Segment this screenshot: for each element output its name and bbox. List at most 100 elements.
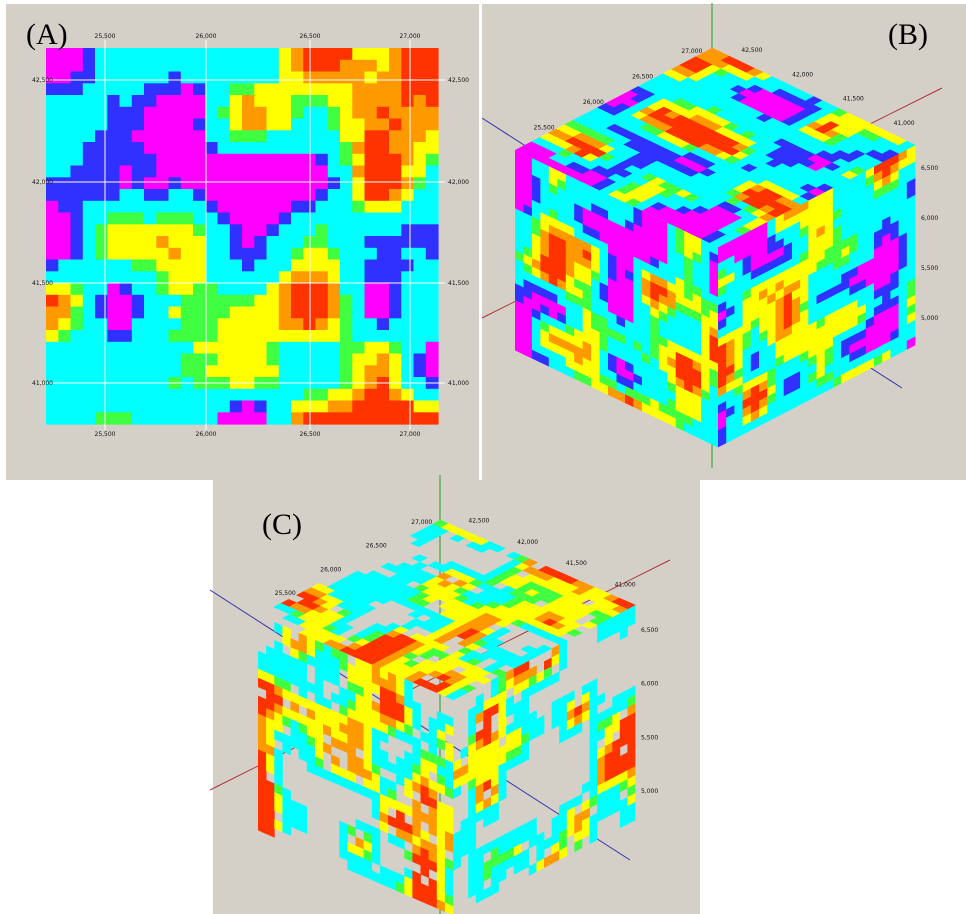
model-cell (291, 248, 304, 260)
model-cell (95, 330, 108, 342)
model-cell (83, 401, 96, 413)
model-cell (279, 401, 292, 413)
model-cell (46, 224, 59, 236)
model-cell (267, 236, 280, 248)
model-cell (120, 271, 133, 283)
model-cell (426, 48, 439, 60)
model-cell (107, 189, 120, 201)
model-cell (426, 166, 439, 178)
model-cell (46, 83, 59, 95)
model-cell (352, 389, 365, 401)
model-cell (107, 295, 120, 307)
model-cell (181, 224, 194, 236)
model-cell (95, 260, 108, 272)
model-cell (340, 307, 353, 319)
model-cell (414, 142, 427, 154)
model-cell (169, 365, 182, 377)
model-cell (181, 201, 194, 213)
model-cell (107, 307, 120, 319)
model-cell (267, 213, 280, 225)
model-cell (132, 142, 145, 154)
model-cell (242, 107, 255, 119)
model-cell (58, 283, 71, 295)
model-cell (230, 48, 243, 60)
model-cell (377, 83, 390, 95)
model-cell (291, 95, 304, 107)
model-cell (58, 166, 71, 178)
model-cell (401, 389, 414, 401)
model-cell (365, 213, 378, 225)
model-cell (83, 318, 96, 330)
model-cell (401, 83, 414, 95)
model-cell (291, 130, 304, 142)
model-cell (71, 224, 84, 236)
model-cell (83, 130, 96, 142)
model-cell (254, 142, 267, 154)
model-cell (377, 213, 390, 225)
model-cell (389, 342, 402, 354)
model-cell (95, 295, 108, 307)
model-cell (107, 72, 120, 84)
model-cell (267, 48, 280, 60)
model-cell (58, 201, 71, 213)
model-cell (254, 154, 267, 166)
model-cell (401, 248, 414, 260)
model-cell (414, 166, 427, 178)
model-cell (414, 60, 427, 72)
model-cell (218, 60, 231, 72)
model-cell (95, 189, 108, 201)
model-cell (254, 330, 267, 342)
model-cell (230, 401, 243, 413)
model-cell (132, 271, 145, 283)
model-cell (340, 213, 353, 225)
model-cell (267, 248, 280, 260)
model-cell (83, 48, 96, 60)
model-cell (291, 119, 304, 131)
model-cell (120, 95, 133, 107)
model-cell (230, 389, 243, 401)
model-cell (95, 271, 108, 283)
model-cell (169, 154, 182, 166)
model-cell (328, 72, 341, 84)
model-cell (156, 365, 169, 377)
model-cell (218, 248, 231, 260)
model-cell (365, 142, 378, 154)
model-cell (120, 130, 133, 142)
model-cell (107, 354, 120, 366)
model-cell (389, 154, 402, 166)
x-tick-label: 26,500 (366, 543, 387, 550)
model-cell (365, 295, 378, 307)
model-cell (107, 95, 120, 107)
model-cell (144, 95, 157, 107)
model-cell (205, 295, 218, 307)
model-cell (242, 330, 255, 342)
model-cell (107, 154, 120, 166)
model-cell (279, 177, 292, 189)
model-cell (340, 166, 353, 178)
model-cell (120, 354, 133, 366)
model-cell (414, 107, 427, 119)
panel-label: (A) (26, 18, 68, 51)
model-cell (401, 166, 414, 178)
model-cell (377, 224, 390, 236)
model-cell (107, 213, 120, 225)
model-cell (340, 72, 353, 84)
model-cell (95, 95, 108, 107)
model-cell (193, 401, 206, 413)
model-cell (426, 83, 439, 95)
model-cell (377, 119, 390, 131)
model-cell (169, 354, 182, 366)
model-cell (120, 318, 133, 330)
model-cell (46, 330, 59, 342)
model-cell (340, 154, 353, 166)
model-cell (156, 48, 169, 60)
model-cell (389, 318, 402, 330)
model-cell (193, 224, 206, 236)
model-cell (181, 401, 194, 413)
model-cell (291, 142, 304, 154)
model-cell (156, 201, 169, 213)
model-cell (279, 72, 292, 84)
model-cell (95, 119, 108, 131)
model-cell (401, 189, 414, 201)
model-cell (316, 248, 329, 260)
